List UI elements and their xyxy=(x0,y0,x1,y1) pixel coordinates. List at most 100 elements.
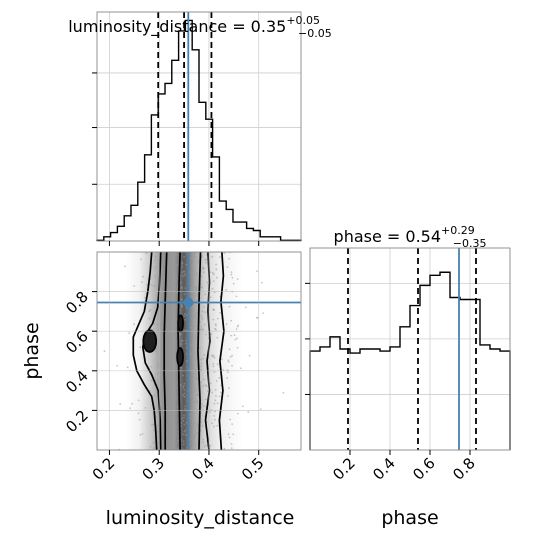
sample-point xyxy=(174,309,177,311)
sample-point xyxy=(180,339,183,342)
sample-point xyxy=(214,410,217,413)
sample-point xyxy=(174,397,177,399)
tick-label-x: 0.8 xyxy=(449,454,479,484)
sample-point xyxy=(232,433,235,436)
sample-point xyxy=(156,410,159,413)
sample-point xyxy=(169,271,172,274)
sample-point xyxy=(203,271,205,273)
sample-point xyxy=(205,261,207,264)
sample-point xyxy=(196,401,199,404)
sample-point xyxy=(200,325,203,328)
sample-point xyxy=(192,253,195,256)
sample-point xyxy=(227,360,230,363)
sample-point xyxy=(236,278,239,280)
sample-point xyxy=(103,350,106,353)
sample-point xyxy=(174,285,177,287)
sample-point xyxy=(227,371,230,374)
sample-point xyxy=(174,430,177,432)
sample-point xyxy=(155,415,158,418)
sample-point xyxy=(195,288,197,291)
sample-point xyxy=(189,344,192,347)
sample-point xyxy=(193,351,196,353)
contour-peak xyxy=(177,314,184,333)
sample-point xyxy=(192,269,195,271)
sample-point xyxy=(161,253,164,256)
sample-point xyxy=(241,405,244,408)
sample-point xyxy=(194,373,197,376)
sample-point xyxy=(202,441,205,444)
sample-point xyxy=(236,325,239,328)
sample-point xyxy=(157,276,160,279)
sample-point xyxy=(204,293,207,296)
sample-point xyxy=(212,273,215,276)
sample-point xyxy=(195,273,198,276)
sample-point xyxy=(183,430,186,433)
sample-point xyxy=(229,418,232,421)
sample-point xyxy=(181,261,184,264)
sample-point xyxy=(155,350,158,353)
sample-point xyxy=(185,342,188,345)
sample-point xyxy=(174,269,177,272)
sample-point xyxy=(188,368,191,371)
sample-point xyxy=(166,433,168,436)
sample-point xyxy=(193,368,196,370)
sample-point xyxy=(171,262,173,265)
tick-label-y: 0.8 xyxy=(62,288,92,318)
sample-point xyxy=(174,379,177,382)
sample-point xyxy=(183,414,185,417)
sample-point xyxy=(161,446,164,449)
sample-point xyxy=(156,365,159,368)
sample-point xyxy=(196,309,199,311)
histogram-lumdist xyxy=(96,19,302,242)
sample-point xyxy=(191,283,194,286)
sample-point xyxy=(216,336,219,339)
sample-point xyxy=(159,348,162,351)
sample-point xyxy=(162,430,165,433)
sample-point xyxy=(153,323,156,326)
sample-point xyxy=(189,439,191,442)
sample-point xyxy=(131,402,134,405)
sample-point xyxy=(169,367,171,370)
contour-line xyxy=(218,252,225,450)
sample-point xyxy=(194,359,197,362)
sample-point xyxy=(202,405,205,407)
sample-point xyxy=(176,264,179,267)
sample-point xyxy=(185,346,188,349)
sample-point xyxy=(139,346,142,349)
sample-point xyxy=(212,318,215,321)
sample-point xyxy=(171,443,174,445)
sample-point xyxy=(167,266,169,268)
sample-point xyxy=(189,353,191,356)
sample-point xyxy=(140,258,142,261)
sample-point xyxy=(171,325,174,328)
ylabel-phase: phase xyxy=(21,322,43,379)
sample-point xyxy=(182,386,185,389)
sample-point xyxy=(153,285,156,287)
sample-point xyxy=(195,423,198,425)
sample-point xyxy=(205,333,207,336)
sample-point xyxy=(212,365,215,368)
sample-point xyxy=(182,419,185,422)
sample-point xyxy=(221,358,223,361)
sample-point xyxy=(233,334,236,336)
sample-point xyxy=(167,372,170,375)
sample-point xyxy=(169,349,172,352)
sample-point xyxy=(201,317,204,320)
tick-label-y: 0.2 xyxy=(62,407,92,437)
sample-point xyxy=(148,317,151,320)
sample-point xyxy=(191,377,194,380)
sample-point xyxy=(182,443,185,446)
sample-point xyxy=(129,407,132,410)
sample-point xyxy=(184,313,186,315)
sample-point xyxy=(198,259,200,261)
sample-point xyxy=(197,261,199,264)
sample-point xyxy=(183,423,186,426)
title-lumdist: luminosity_distance = 0.35+0.05 −0.05 xyxy=(68,14,332,40)
sample-point xyxy=(199,347,201,349)
sample-point xyxy=(173,386,176,389)
sample-point xyxy=(212,280,215,282)
sample-point xyxy=(160,398,162,401)
sample-point xyxy=(190,353,193,356)
sample-point xyxy=(175,324,178,327)
sample-point xyxy=(182,374,184,377)
